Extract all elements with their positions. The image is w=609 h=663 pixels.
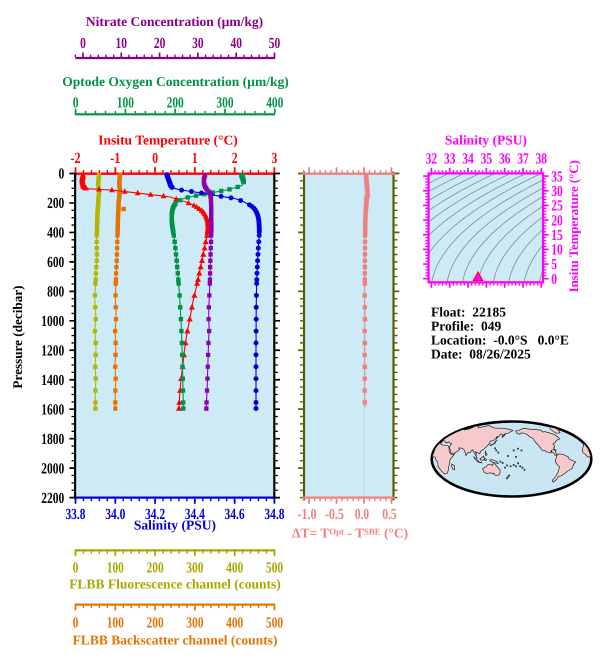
svg-text:20: 20 <box>551 212 563 229</box>
svg-text:0: 0 <box>59 166 65 183</box>
svg-text:300: 300 <box>186 560 203 577</box>
svg-text:34.6: 34.6 <box>225 506 245 523</box>
svg-text:50: 50 <box>269 35 281 52</box>
svg-text:37: 37 <box>517 150 529 167</box>
svg-text:400: 400 <box>226 614 243 631</box>
svg-text:1400: 1400 <box>41 372 64 389</box>
svg-text:Optode Oxygen Concentration (µ: Optode Oxygen Concentration (µm/kg) <box>62 74 288 89</box>
svg-text:10: 10 <box>116 35 128 52</box>
svg-text:38: 38 <box>536 150 548 167</box>
svg-text:0: 0 <box>73 560 79 577</box>
svg-text:Insitu Temperature (°C): Insitu Temperature (°C) <box>567 160 581 292</box>
svg-text:100: 100 <box>107 560 124 577</box>
svg-text:34.4: 34.4 <box>185 506 205 523</box>
svg-text:34: 34 <box>462 150 474 167</box>
svg-text:32: 32 <box>426 150 438 167</box>
svg-text:1200: 1200 <box>41 343 64 360</box>
svg-text:0: 0 <box>551 271 557 288</box>
svg-text:0.0: 0.0 <box>355 506 370 523</box>
svg-text:200: 200 <box>167 94 184 111</box>
svg-text:500: 500 <box>266 614 283 631</box>
svg-text:25: 25 <box>551 198 563 215</box>
svg-text:2200: 2200 <box>41 490 64 507</box>
svg-text:40: 40 <box>230 35 242 52</box>
svg-text:0: 0 <box>152 150 158 167</box>
svg-text:Pressure (decibar): Pressure (decibar) <box>10 285 25 388</box>
svg-text:800: 800 <box>47 284 64 301</box>
svg-text:34.8: 34.8 <box>264 506 284 523</box>
svg-text:34.2: 34.2 <box>145 506 165 523</box>
svg-text:15: 15 <box>551 227 563 244</box>
svg-text:0.5: 0.5 <box>382 506 397 523</box>
svg-text:-0.5: -0.5 <box>325 506 344 523</box>
svg-text:10: 10 <box>551 242 563 259</box>
svg-text:30: 30 <box>551 183 563 200</box>
svg-text:500: 500 <box>266 560 283 577</box>
svg-text:-1: -1 <box>110 150 120 167</box>
svg-text:400: 400 <box>226 560 243 577</box>
svg-text:-1.0: -1.0 <box>298 506 317 523</box>
svg-text:300: 300 <box>216 94 233 111</box>
svg-text:Profile: 049: Profile: 049 <box>431 318 501 333</box>
svg-text:1: 1 <box>192 150 198 167</box>
svg-text:36: 36 <box>499 150 511 167</box>
svg-text:600: 600 <box>47 254 64 271</box>
svg-text:1000: 1000 <box>41 313 64 330</box>
svg-text:1800: 1800 <box>41 431 64 448</box>
svg-text:34.0: 34.0 <box>105 506 125 523</box>
svg-text:Float: 22185: Float: 22185 <box>431 305 506 320</box>
svg-text:2000: 2000 <box>41 460 64 477</box>
svg-text:35: 35 <box>481 150 493 167</box>
svg-text:FLBB Fluorescence channel (cou: FLBB Fluorescence channel (counts) <box>69 577 281 592</box>
svg-text:0: 0 <box>80 35 86 52</box>
svg-text:Salinity (PSU): Salinity (PSU) <box>445 132 527 147</box>
svg-text:FLBB Backscatter channel (coun: FLBB Backscatter channel (counts) <box>73 632 278 647</box>
svg-text:ΔT= TOpt - TSBE (°C): ΔT= TOpt - TSBE (°C) <box>292 525 408 540</box>
svg-text:Date: 08/26/2025: Date: 08/26/2025 <box>431 346 531 361</box>
svg-text:100: 100 <box>117 94 134 111</box>
svg-text:Nitrate Concentration (µm/kg): Nitrate Concentration (µm/kg) <box>86 14 263 29</box>
svg-text:3: 3 <box>272 150 278 167</box>
svg-text:200: 200 <box>147 614 164 631</box>
svg-text:20: 20 <box>154 35 166 52</box>
svg-text:Insitu Temperature (°C): Insitu Temperature (°C) <box>98 132 237 147</box>
svg-text:0: 0 <box>73 614 79 631</box>
svg-text:5: 5 <box>551 256 557 273</box>
svg-text:35: 35 <box>551 168 563 185</box>
svg-text:Location: -0.0°S 0.0°E: Location: -0.0°S 0.0°E <box>431 332 569 347</box>
svg-text:200: 200 <box>147 560 164 577</box>
svg-text:Salinity (PSU): Salinity (PSU) <box>134 517 216 532</box>
svg-text:30: 30 <box>192 35 204 52</box>
svg-text:300: 300 <box>186 614 203 631</box>
svg-text:33: 33 <box>444 150 456 167</box>
svg-text:100: 100 <box>107 614 124 631</box>
svg-text:33.8: 33.8 <box>65 506 85 523</box>
svg-text:0: 0 <box>73 94 79 111</box>
svg-text:400: 400 <box>47 225 64 242</box>
svg-text:2: 2 <box>232 150 238 167</box>
svg-text:200: 200 <box>47 195 64 212</box>
svg-text:1600: 1600 <box>41 401 64 418</box>
svg-text:-2: -2 <box>70 150 80 167</box>
svg-text:400: 400 <box>266 94 283 111</box>
